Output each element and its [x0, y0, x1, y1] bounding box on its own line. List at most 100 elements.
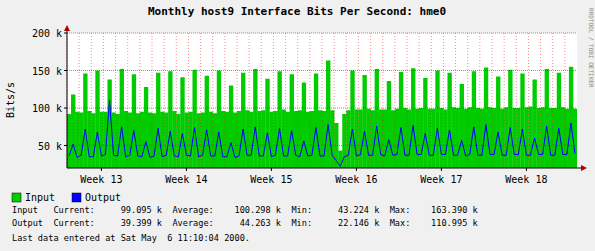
y-tick-label: 50 k: [38, 141, 62, 152]
x-tick-label: Week 18: [505, 174, 547, 185]
input-area: [71, 95, 75, 169]
input-area: [358, 110, 362, 169]
input-area: [314, 74, 318, 169]
y-axis: [67, 29, 68, 168]
input-area: [447, 73, 451, 168]
x-grid: [492, 33, 493, 168]
credit: RRDTOOL / TOBI OETIKER: [588, 8, 595, 88]
input-area: [67, 114, 71, 168]
stats-line: Output Current: 39.399 k Average: 44.263…: [12, 218, 478, 228]
input-area: [144, 87, 148, 168]
input-area: [176, 114, 180, 168]
input-area: [383, 110, 387, 169]
x-axis: [67, 168, 583, 169]
input-area: [452, 107, 456, 168]
input-area: [128, 113, 132, 169]
x-tick-label: Week 14: [165, 174, 207, 185]
input-area: [253, 69, 257, 168]
input-area: [468, 107, 472, 168]
input-area: [83, 74, 87, 169]
input-area: [265, 79, 269, 168]
x-grid: [528, 33, 529, 168]
x-grid: [79, 33, 80, 168]
x-grid: [334, 33, 335, 168]
input-area: [168, 71, 172, 168]
input-area: [520, 74, 524, 169]
x-grid: [224, 33, 225, 168]
x-grid: [382, 33, 383, 168]
x-grid: [249, 33, 250, 168]
plot-area: [67, 33, 577, 168]
input-area: [460, 84, 464, 168]
legend-label: Output: [85, 192, 121, 203]
input-area: [326, 60, 330, 168]
x-grid: [431, 33, 432, 168]
x-grid: [200, 33, 201, 168]
x-grid: [467, 33, 468, 168]
input-area: [192, 70, 196, 168]
input-area: [310, 111, 314, 168]
x-grid: [297, 33, 298, 168]
input-area: [241, 73, 245, 168]
y-grid: [67, 70, 577, 71]
input-area: [290, 74, 294, 168]
input-area: [302, 83, 306, 169]
x-grid: [127, 33, 128, 168]
input-area: [261, 110, 265, 168]
input-area: [431, 109, 435, 168]
input-area: [213, 113, 217, 168]
y-tick-label: 100 k: [32, 103, 62, 114]
input-area: [528, 107, 532, 169]
input-area: [201, 113, 205, 169]
input-area: [180, 77, 184, 168]
input-area: [480, 109, 484, 168]
input-area: [298, 110, 302, 168]
stats-line: Input Current: 99.095 k Average: 100.298…: [12, 205, 478, 215]
x-grid: [309, 33, 310, 168]
input-area: [95, 71, 99, 169]
background: [0, 0, 595, 251]
x-grid: [273, 33, 274, 168]
input-area: [91, 113, 95, 168]
input-area: [557, 73, 561, 168]
input-area: [492, 108, 496, 168]
input-area: [120, 69, 124, 168]
input-area: [156, 73, 160, 168]
input-area: [346, 110, 350, 168]
input-area: [188, 112, 192, 168]
input-area: [140, 112, 144, 168]
x-tick-label: Week 17: [420, 174, 462, 185]
input-area: [273, 111, 277, 168]
input-area: [205, 76, 209, 168]
input-area: [472, 71, 476, 168]
x-grid: [479, 33, 480, 168]
x-grid: [540, 33, 541, 168]
x-grid: [285, 33, 286, 168]
input-area: [488, 107, 492, 168]
input-area: [411, 68, 415, 168]
x-grid: [564, 33, 565, 168]
input-area: [435, 71, 439, 169]
input-area: [375, 69, 379, 168]
input-area: [407, 110, 411, 169]
input-area: [504, 107, 508, 168]
x-grid: [516, 33, 517, 168]
input-area: [164, 113, 168, 169]
input-area: [286, 112, 290, 168]
input-area: [225, 112, 229, 168]
x-grid: [176, 33, 177, 168]
y-arrow: [64, 25, 70, 31]
input-area: [508, 70, 512, 168]
input-area: [545, 69, 549, 168]
footer: Last data entered at Sat May 6 11:10:04 …: [12, 233, 250, 243]
input-area: [395, 109, 399, 168]
x-grid: [152, 33, 153, 168]
input-area: [569, 67, 573, 168]
x-grid: [455, 33, 456, 168]
y-tick-label: 200 k: [32, 28, 62, 39]
x-tick-label: Week 16: [335, 174, 377, 185]
legend-swatch: [72, 193, 81, 202]
input-area: [229, 86, 233, 169]
input-area: [217, 71, 221, 169]
input-area: [362, 75, 366, 168]
